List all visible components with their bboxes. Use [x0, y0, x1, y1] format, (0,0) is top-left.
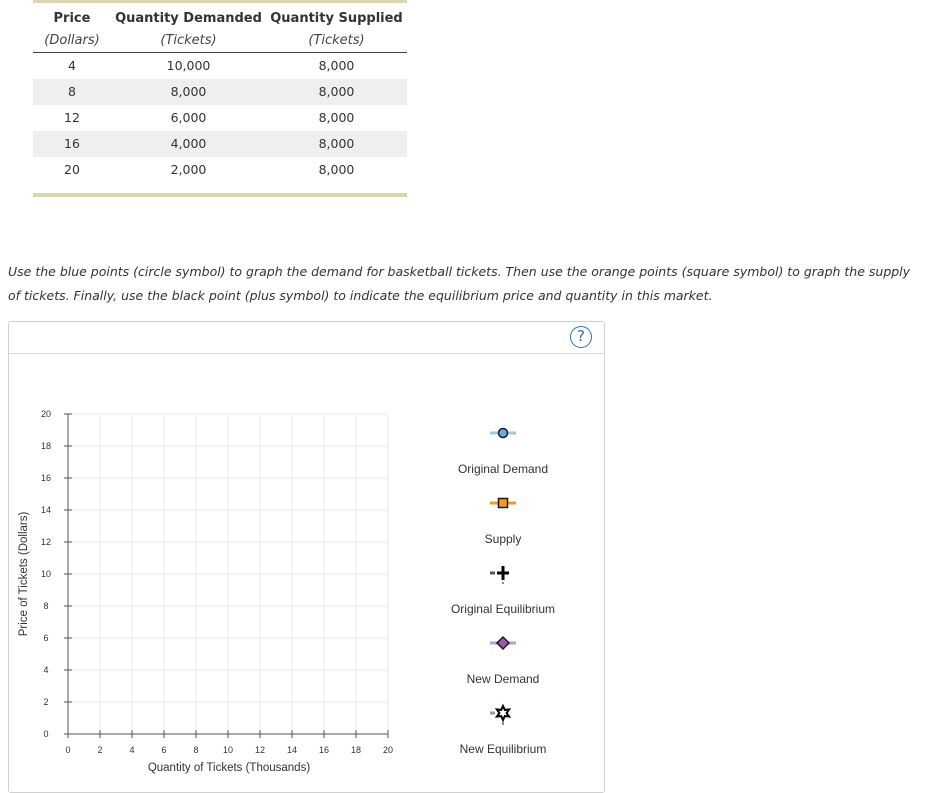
y-tick-label: 10 [41, 569, 51, 579]
x-tick-label: 6 [161, 745, 166, 755]
y-tick-label: 4 [43, 665, 48, 675]
cell-price: 20 [64, 162, 80, 177]
cell-demanded: 2,000 [170, 162, 207, 177]
header-demanded-unit: (Tickets) [160, 33, 217, 48]
y-tick-label: 6 [43, 633, 48, 643]
y-tick-label: 8 [43, 601, 48, 611]
x-tick-label: 10 [223, 745, 233, 755]
table-row: 8 8,000 8,000 [33, 79, 407, 105]
legend: Original Demand Supply Original Equilibriu… [451, 427, 555, 756]
legend-label: Original Equilibrium [451, 602, 555, 616]
cell-demanded: 10,000 [166, 58, 211, 73]
instructions-text: Use the blue points (circle symbol) to g… [8, 264, 911, 303]
x-tick-label: 8 [193, 745, 198, 755]
table-top-border [33, 0, 407, 3]
y-tick-label: 14 [41, 505, 51, 515]
legend-label: Supply [485, 532, 522, 546]
header-demanded-title: Quantity Demanded [115, 11, 262, 26]
grid [67, 413, 389, 735]
legend-label: Original Demand [458, 462, 548, 476]
x-tick-label: 0 [65, 745, 70, 755]
header-price-unit: (Dollars) [44, 33, 100, 48]
help-button[interactable]: ? [570, 326, 592, 348]
cell-supplied: 8,000 [318, 162, 355, 177]
header-price: Price (Dollars) [33, 3, 111, 52]
cell-demanded: 8,000 [170, 84, 207, 99]
square-symbol-icon [497, 497, 509, 509]
cell-supplied: 8,000 [318, 58, 355, 73]
data-table: Price (Dollars) Quantity Demanded (Ticke… [33, 0, 407, 197]
table-bottom-border [33, 193, 407, 197]
header-price-title: Price [53, 11, 91, 26]
y-tick-label: 12 [41, 537, 51, 547]
legend-label: New Demand [467, 672, 540, 686]
graph-panel-header [9, 322, 604, 354]
x-tick-label: 4 [129, 745, 134, 755]
y-tick-label: 16 [41, 473, 51, 483]
table-row: 12 6,000 8,000 [33, 105, 407, 131]
diamond-symbol-icon [495, 635, 511, 651]
x-tick-label: 12 [255, 745, 265, 755]
x-tick-label: 14 [287, 745, 297, 755]
legend-label: New Equilibrium [460, 742, 547, 756]
cell-price: 16 [64, 136, 80, 151]
cell-price: 12 [64, 110, 80, 125]
graph-canvas[interactable]: 0 2 4 6 8 10 12 14 16 18 20 0 2 4 6 8 10 12 14 16 18 20 Quant… [0, 0, 931, 776]
cell-demanded: 4,000 [170, 136, 207, 151]
table-header: Price (Dollars) Quantity Demanded (Ticke… [33, 3, 407, 53]
y-tick-label: 0 [43, 729, 48, 739]
cell-supplied: 8,000 [318, 110, 355, 125]
header-supplied: Quantity Supplied (Tickets) [266, 3, 407, 52]
x-tick-label: 18 [351, 745, 361, 755]
y-tick-label: 2 [43, 697, 48, 707]
legend-item-circle[interactable]: Original Demand [458, 427, 548, 477]
cell-price: 8 [68, 84, 76, 99]
header-supplied-title: Quantity Supplied [270, 11, 403, 26]
x-axis-label: Quantity of Tickets (Thousands) [148, 762, 311, 774]
table-row: 20 2,000 8,000 [33, 157, 407, 183]
table-row: 16 4,000 8,000 [33, 131, 407, 157]
legend-item-diamond[interactable]: New Demand [467, 635, 540, 686]
x-tick-label: 16 [319, 745, 329, 755]
cell-supplied: 8,000 [318, 136, 355, 151]
star-symbol-icon [494, 703, 512, 723]
y-tick-label: 18 [41, 441, 51, 451]
legend-item-plus[interactable]: Original Equilibrium [451, 566, 555, 616]
circle-symbol-icon [497, 427, 509, 439]
legend-item-star[interactable]: New Equilibrium [460, 703, 547, 756]
y-tick-label: 20 [41, 409, 51, 419]
table-row: 4 10,000 8,000 [33, 53, 407, 79]
header-supplied-unit: (Tickets) [308, 33, 365, 48]
cell-supplied: 8,000 [318, 84, 355, 99]
y-axis-label: Price of Tickets (Dollars) [18, 512, 30, 637]
legend-item-square[interactable]: Supply [485, 497, 522, 547]
header-demanded: Quantity Demanded (Tickets) [111, 3, 266, 52]
x-tick-label: 2 [97, 745, 102, 755]
cell-price: 4 [68, 58, 76, 73]
cell-demanded: 6,000 [170, 110, 207, 125]
axes: 0 2 4 6 8 10 12 14 16 18 20 0 2 4 6 8 10 12 14 16 18 20 [41, 409, 393, 755]
x-tick-label: 20 [383, 745, 393, 755]
